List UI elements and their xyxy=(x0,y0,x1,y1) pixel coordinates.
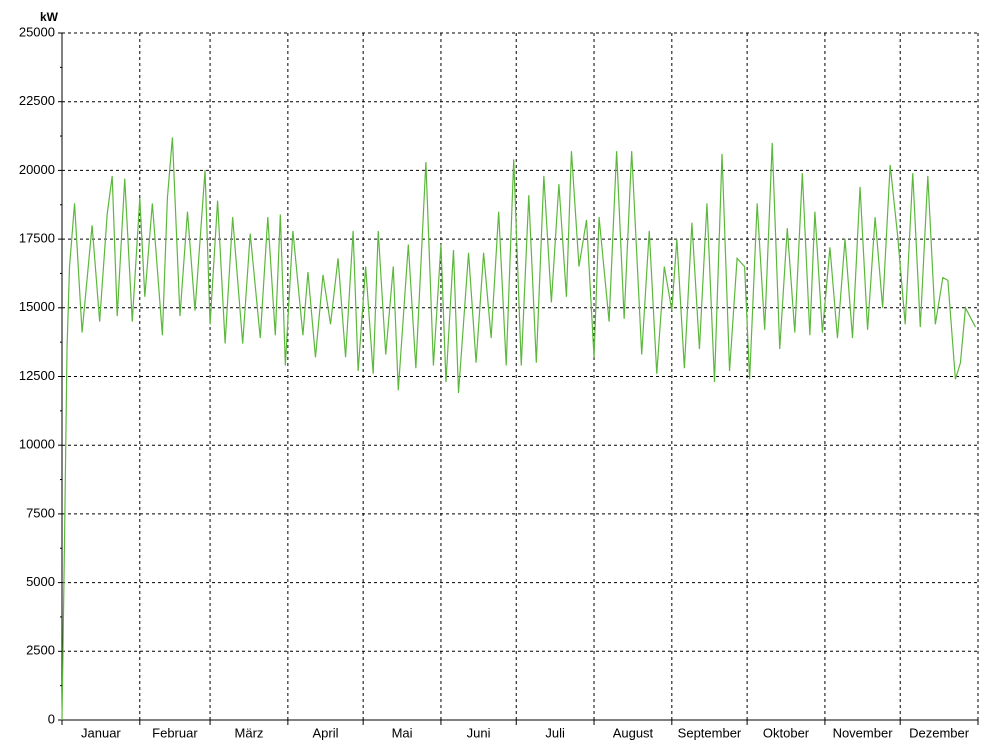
x-tick-label: Dezember xyxy=(909,725,970,740)
x-tick-label: August xyxy=(613,725,654,740)
y-tick-label: 25000 xyxy=(19,24,55,39)
y-tick-label: 12500 xyxy=(19,368,55,383)
y-tick-label: 17500 xyxy=(19,231,55,246)
y-tick-label: 5000 xyxy=(26,574,55,589)
x-tick-label: Juni xyxy=(467,725,491,740)
y-tick-label: 2500 xyxy=(26,643,55,658)
y-tick-label: 20000 xyxy=(19,162,55,177)
x-tick-label: Juli xyxy=(545,725,565,740)
y-tick-label: 0 xyxy=(48,711,55,726)
y-tick-label: 10000 xyxy=(19,437,55,452)
x-tick-label: November xyxy=(833,725,894,740)
x-tick-label: Mai xyxy=(392,725,413,740)
y-tick-label: 22500 xyxy=(19,93,55,108)
x-tick-label: April xyxy=(312,725,338,740)
y-tick-label: 7500 xyxy=(26,505,55,520)
x-tick-label: September xyxy=(678,725,742,740)
data-line xyxy=(61,137,977,721)
x-tick-label: Januar xyxy=(81,725,121,740)
x-tick-label: März xyxy=(235,725,264,740)
y-tick-label: 15000 xyxy=(19,299,55,314)
x-tick-label: Februar xyxy=(152,725,198,740)
x-tick-label: Oktober xyxy=(763,725,810,740)
y-axis-unit: kW xyxy=(40,10,59,24)
